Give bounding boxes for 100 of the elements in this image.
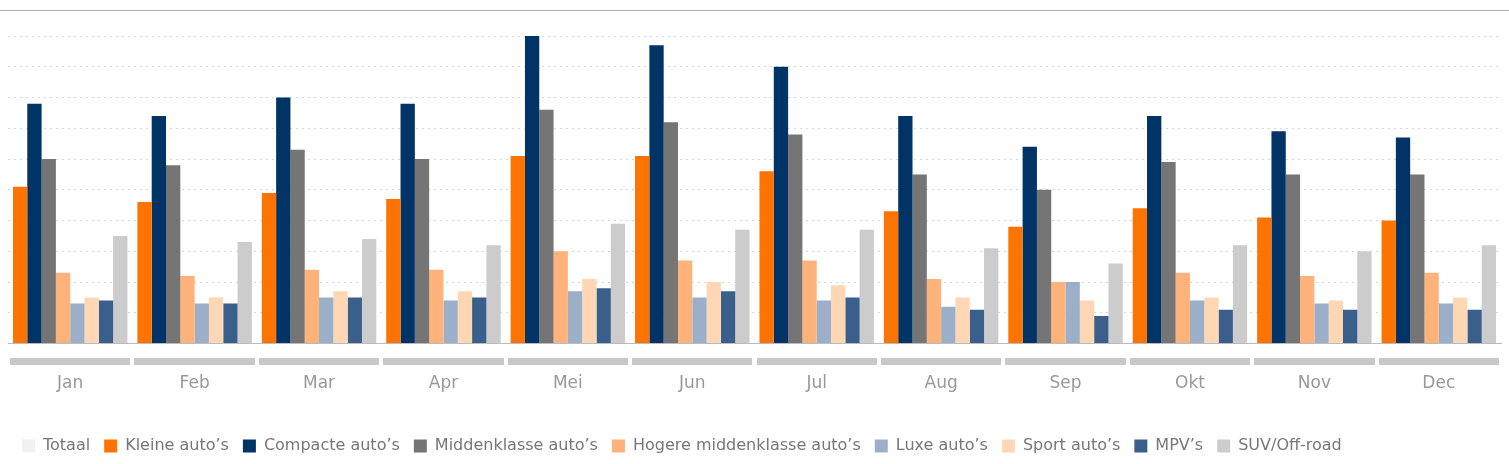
bar	[941, 306, 956, 344]
bar	[912, 174, 927, 344]
bar	[1271, 131, 1286, 344]
bar	[510, 155, 525, 344]
bar	[194, 303, 209, 344]
bar	[692, 297, 707, 344]
bar	[1453, 297, 1468, 344]
bar	[55, 272, 71, 344]
bar	[955, 297, 970, 344]
bar	[166, 165, 181, 344]
bar	[70, 303, 85, 344]
bar	[1022, 146, 1037, 344]
bar	[414, 159, 430, 344]
legend-label: Hogere middenklasse auto’s	[632, 435, 861, 455]
bar	[773, 66, 789, 344]
bar	[802, 260, 817, 344]
bar	[635, 155, 650, 344]
bar	[1438, 303, 1454, 344]
bar	[1381, 220, 1396, 344]
bar	[208, 297, 224, 344]
bar	[137, 202, 152, 344]
x-tick-label: Jul	[805, 372, 827, 393]
bar	[539, 109, 554, 344]
bar	[1147, 115, 1162, 344]
bar	[1094, 315, 1109, 344]
bar	[1008, 226, 1023, 344]
bar	[1300, 275, 1315, 344]
x-tick-label: Mei	[552, 372, 583, 393]
bar	[151, 115, 167, 344]
bar	[859, 229, 874, 344]
bar	[304, 269, 320, 344]
bar	[400, 103, 415, 344]
x-tick-label: Aug	[924, 372, 958, 393]
bar	[319, 297, 334, 344]
bar	[706, 282, 721, 344]
bar	[1132, 208, 1148, 344]
bar	[524, 36, 540, 344]
bar	[567, 291, 583, 344]
bar	[649, 45, 664, 344]
legend-label: SUV/Off-road	[1238, 435, 1342, 455]
bar	[27, 103, 42, 344]
x-tick-label: Nov	[1297, 372, 1331, 393]
legend-label: MPV’s	[1155, 435, 1204, 455]
bar	[788, 134, 803, 344]
bar	[1257, 217, 1272, 344]
bar	[1204, 297, 1219, 344]
bar	[1342, 309, 1358, 344]
x-tick-label: Jun	[678, 372, 706, 393]
bar	[596, 288, 611, 344]
bar	[41, 159, 56, 344]
bar	[1161, 162, 1176, 344]
x-tick-label: Dec	[1422, 372, 1456, 393]
x-tick-label: Apr	[428, 372, 459, 393]
bar	[969, 309, 985, 344]
bar	[1189, 300, 1205, 344]
bar	[1395, 137, 1411, 344]
bar	[831, 285, 846, 344]
bar	[276, 97, 291, 344]
bar	[84, 297, 99, 344]
bar	[472, 297, 487, 344]
x-tick-label: Feb	[179, 372, 210, 393]
bar	[816, 300, 832, 344]
bar	[582, 279, 597, 344]
bar	[553, 251, 568, 344]
bar	[926, 279, 942, 344]
bar	[443, 300, 458, 344]
bar	[290, 149, 305, 344]
bar	[1175, 272, 1190, 344]
bar	[333, 291, 348, 344]
bar	[1328, 300, 1343, 344]
bar	[677, 260, 693, 344]
bar	[883, 211, 899, 344]
legend-label: Sport auto’s	[1022, 435, 1121, 455]
legend-label: Kleine auto’s	[125, 435, 229, 455]
bar	[1036, 189, 1052, 344]
x-tick-label: Jan	[56, 372, 84, 393]
bar	[180, 275, 195, 344]
bar	[1079, 300, 1095, 344]
bar	[98, 300, 114, 344]
bar	[1218, 309, 1233, 344]
bar	[663, 122, 678, 344]
legend-label: Middenklasse auto’s	[434, 435, 598, 455]
bar	[261, 192, 277, 344]
bar	[223, 303, 238, 344]
legend-label: Totaal	[42, 435, 91, 455]
bar	[361, 239, 377, 344]
legend-label: Compacte auto’s	[263, 435, 400, 455]
x-tick-label: Sep	[1049, 372, 1082, 393]
bar	[898, 115, 913, 344]
bar	[1285, 174, 1301, 344]
legend-label: Luxe auto’s	[895, 435, 988, 455]
bar	[1051, 282, 1066, 344]
x-tick-label: Okt	[1175, 372, 1206, 393]
bar	[1065, 282, 1080, 344]
bar	[1410, 174, 1425, 344]
bar	[1467, 309, 1482, 344]
bar	[759, 171, 774, 344]
bar	[347, 297, 362, 344]
bar	[457, 291, 473, 344]
bar	[12, 186, 28, 344]
